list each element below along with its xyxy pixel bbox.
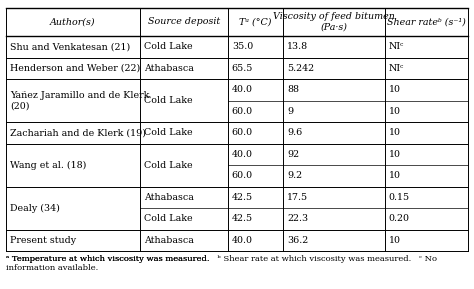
Text: 10: 10	[389, 107, 401, 116]
Text: 13.8: 13.8	[287, 42, 308, 51]
Text: Athabasca: Athabasca	[144, 64, 194, 73]
Text: Cold Lake: Cold Lake	[144, 160, 192, 170]
Text: 40.0: 40.0	[232, 150, 253, 159]
Text: 42.5: 42.5	[232, 214, 253, 223]
Text: 36.2: 36.2	[287, 236, 309, 245]
Text: 22.3: 22.3	[287, 214, 308, 223]
Text: Cold Lake: Cold Lake	[144, 128, 192, 137]
Text: Present study: Present study	[10, 236, 76, 245]
Text: Shu and Venkatesan (21): Shu and Venkatesan (21)	[10, 42, 130, 51]
Text: Dealy (34): Dealy (34)	[10, 203, 60, 213]
Text: Zachariah and de Klerk (19): Zachariah and de Klerk (19)	[10, 128, 146, 137]
Text: 9.6: 9.6	[287, 128, 302, 137]
Text: 5.242: 5.242	[287, 64, 314, 73]
Text: 10: 10	[389, 150, 401, 159]
Text: Cold Lake: Cold Lake	[144, 42, 192, 51]
Text: Tᵃ (°C): Tᵃ (°C)	[239, 18, 272, 27]
Text: 42.5: 42.5	[232, 193, 253, 202]
Text: Cold Lake: Cold Lake	[144, 96, 192, 105]
Text: 10: 10	[389, 85, 401, 94]
Text: 0.15: 0.15	[389, 193, 410, 202]
Text: Cold Lake: Cold Lake	[144, 214, 192, 223]
Text: 60.0: 60.0	[232, 171, 253, 180]
Text: Shear rateᵇ (s⁻¹): Shear rateᵇ (s⁻¹)	[387, 18, 466, 27]
Text: 10: 10	[389, 236, 401, 245]
Text: 0.20: 0.20	[389, 214, 410, 223]
Text: ᵃ Temperature at which viscosity was measured.: ᵃ Temperature at which viscosity was mea…	[6, 255, 210, 263]
Text: NIᶜ: NIᶜ	[389, 42, 404, 51]
Text: ᵃ Temperature at which viscosity was measured.   ᵇ Shear rate at which viscosity: ᵃ Temperature at which viscosity was mea…	[6, 255, 437, 272]
Text: 88: 88	[287, 85, 299, 94]
Text: 9.2: 9.2	[287, 171, 302, 180]
Text: NIᶜ: NIᶜ	[389, 64, 404, 73]
Text: 9: 9	[287, 107, 293, 116]
Text: Source deposit: Source deposit	[148, 18, 220, 27]
Text: 65.5: 65.5	[232, 64, 253, 73]
Text: Yañez Jaramillo and de Klerk
(20): Yañez Jaramillo and de Klerk (20)	[10, 91, 149, 110]
Text: Henderson and Weber (22): Henderson and Weber (22)	[10, 64, 140, 73]
Text: 10: 10	[389, 128, 401, 137]
Text: Athabasca: Athabasca	[144, 193, 194, 202]
Text: Author(s): Author(s)	[50, 18, 96, 27]
Text: 17.5: 17.5	[287, 193, 308, 202]
Text: 40.0: 40.0	[232, 236, 253, 245]
Text: 92: 92	[287, 150, 299, 159]
Text: Viscosity of feed bitumen
(Pa·s): Viscosity of feed bitumen (Pa·s)	[273, 12, 395, 32]
Text: 10: 10	[389, 171, 401, 180]
Text: Wang et al. (18): Wang et al. (18)	[10, 160, 86, 170]
Text: Athabasca: Athabasca	[144, 236, 194, 245]
Text: 40.0: 40.0	[232, 85, 253, 94]
Text: 35.0: 35.0	[232, 42, 253, 51]
Text: 60.0: 60.0	[232, 107, 253, 116]
Text: 60.0: 60.0	[232, 128, 253, 137]
